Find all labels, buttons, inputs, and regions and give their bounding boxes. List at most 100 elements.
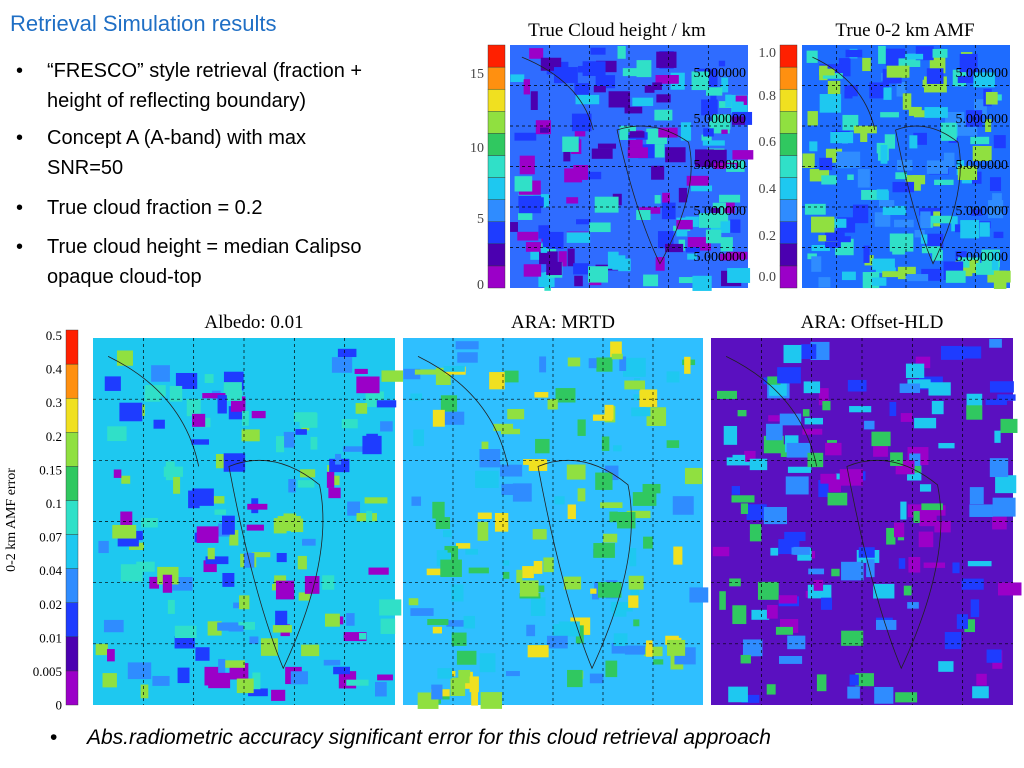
map-pixel [847,174,854,180]
map-pixel [329,458,350,473]
map-pixel [532,529,547,540]
map-pixel [970,209,983,216]
map-pixel [787,466,812,473]
map-pixel [517,231,539,241]
map-pixel [330,475,340,486]
map-pixel [857,169,870,188]
map-pixel [882,205,906,215]
colorbar-cell [65,568,79,603]
map-annotation: 5.000000 [694,112,747,127]
bullet-text: SNR=50 [47,157,123,179]
map-pixel [116,350,133,366]
map-pixel [323,659,341,666]
colorbar-cell [65,500,79,535]
map-pixel [297,480,315,488]
map-pixel [654,195,661,204]
map-pixel [684,467,703,485]
map-pixel [202,393,226,399]
map-pixel [839,469,863,486]
map-pixel [623,357,646,377]
map-pixel [587,266,609,283]
map-pixel [957,165,978,181]
map-pixel [938,661,954,672]
map-pixel [502,571,510,579]
bullet-text: opaque cloud-top [47,266,202,288]
map-pixel [735,101,744,110]
map-pixel [864,420,875,430]
map-pixel [223,382,242,401]
map-pixel [930,215,953,224]
map-pixel [297,555,307,570]
map-pixel [970,599,980,618]
map-pixel [723,425,738,445]
map-pixel [914,229,925,238]
map-pixel [720,237,733,252]
map-pixel [573,263,590,275]
map-pixel [538,225,550,239]
map-pixel [665,147,686,163]
map-pixel [992,193,1002,201]
map-pixel [593,543,615,558]
colorbar-tick-label: 0.02 [39,597,62,612]
map-pixel [898,558,906,569]
map-pixel [876,189,889,200]
map-pixel [619,356,627,371]
map-pixel [852,204,869,224]
colorbar-cell [779,155,798,178]
map-pixel [740,654,751,664]
colorbar-tick-label: 0.0 [759,270,777,285]
map-pixel [594,196,619,213]
map-pixel [427,618,449,626]
colorbar-tick-label: 1.0 [759,46,777,61]
map-pixel [617,512,636,529]
map-pixel [964,619,975,633]
map-pixel [95,643,108,656]
map-pixel [712,114,731,130]
map-pixel [995,475,1017,494]
map-pixel [708,149,727,166]
map-pixel [580,171,602,180]
map-pixel [304,576,320,594]
map-pixel [770,547,779,556]
map-pixel [446,620,466,627]
map-pixel [558,251,567,267]
map-pixel [923,505,946,516]
map-pixel [863,245,870,263]
map-pixel [514,132,537,141]
map-pixel [144,385,166,397]
map-pixel [920,234,932,244]
map-pixel [246,524,264,531]
map-pixel [440,395,458,412]
map-pixel [927,233,944,248]
map-pixel [827,80,841,95]
map-pixel [104,376,121,391]
map-pixel [596,357,613,372]
map-pixel [241,429,260,442]
map-pixel [667,639,686,656]
colorbar-cell [487,221,506,245]
map-pixel [593,85,606,93]
map-pixel [914,465,922,473]
map-pixel [437,668,453,679]
map-pixel [410,393,423,401]
map-pixel [346,613,355,626]
map-pixel [992,514,1007,530]
map-pixel [924,107,948,118]
map-pixel [328,487,341,499]
map-pixel [277,516,301,532]
map-pixel [800,344,817,359]
map-pixel [151,365,170,382]
map-pixel [477,521,489,541]
map-pixel [818,277,831,288]
map-pixel [167,599,175,614]
coastline [417,355,632,670]
map-pixel [866,559,875,578]
map-pixel [174,625,197,639]
map-pixel [376,400,397,408]
map-pixel [205,556,229,565]
map-pixel [590,588,597,594]
map-pixel [818,480,829,498]
map-pixel [872,258,895,270]
map-pixel [347,501,361,516]
map-pixel [302,538,316,546]
